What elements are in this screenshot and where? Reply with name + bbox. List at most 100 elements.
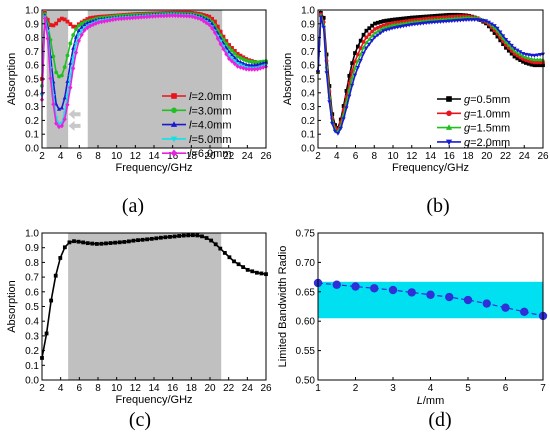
data-point — [324, 71, 329, 76]
data-point — [150, 13, 155, 19]
data-point — [424, 21, 429, 26]
x-tick-label: 26 — [260, 383, 272, 394]
data-point — [515, 56, 520, 61]
data-point — [535, 63, 540, 68]
data-point — [181, 13, 186, 19]
data-point — [210, 25, 215, 31]
data-point — [432, 13, 437, 18]
data-point — [85, 25, 90, 31]
data-point — [227, 43, 232, 47]
data-point — [378, 31, 383, 36]
legend-entry: g=1.0mm — [464, 108, 510, 120]
data-point — [464, 18, 469, 23]
y-tick-label: 0.5 — [25, 75, 39, 86]
data-point — [154, 236, 159, 241]
series-1 — [316, 12, 545, 132]
data-point — [347, 94, 352, 99]
data-point — [76, 33, 81, 38]
y-axis-label: Limited Bandwidth Radio — [277, 246, 289, 368]
legend-value: =6.0mm — [191, 148, 231, 160]
data-point — [401, 16, 406, 21]
data-point — [424, 14, 429, 19]
legend-entry: g=2.0mm — [464, 137, 510, 149]
y-tick-label: 0.9 — [25, 19, 39, 30]
annotation-arrow — [68, 120, 81, 131]
data-point — [495, 26, 500, 31]
data-point — [512, 51, 517, 56]
x-axis-label: Frequency/GHz — [392, 162, 469, 174]
data-point — [370, 284, 379, 293]
x-tick-label: 4 — [334, 151, 340, 162]
data-point — [218, 246, 223, 251]
x-tick-label: 20 — [481, 151, 493, 162]
data-point — [58, 256, 63, 260]
data-point — [163, 235, 168, 240]
data-point — [201, 18, 206, 24]
data-point — [463, 295, 473, 305]
data-point — [164, 13, 169, 19]
data-point — [321, 15, 326, 20]
data-point — [441, 13, 446, 18]
data-point — [427, 14, 431, 19]
data-point — [204, 236, 209, 240]
data-point — [207, 18, 212, 23]
data-point — [68, 41, 73, 46]
series-4 — [39, 13, 269, 130]
y-tick-label: 1.0 — [25, 6, 39, 17]
data-point — [246, 66, 252, 72]
data-point — [367, 37, 372, 41]
data-point — [524, 61, 528, 65]
y-tick-label: 0.1 — [25, 130, 39, 141]
data-point — [352, 65, 358, 70]
data-point — [113, 16, 118, 22]
x-tick-label: 2 — [315, 151, 321, 162]
data-point — [407, 23, 412, 28]
x-tick-label: 24 — [242, 383, 254, 394]
data-point — [249, 62, 254, 67]
data-point — [466, 18, 472, 22]
data-point — [190, 233, 195, 238]
y-tick-label: 0.65 — [296, 287, 316, 298]
data-point — [370, 38, 375, 43]
data-point — [71, 65, 76, 71]
data-point — [384, 28, 389, 33]
data-point — [235, 54, 240, 59]
x-tick-label: 4 — [58, 383, 64, 394]
data-point — [117, 240, 122, 245]
legend-marker — [170, 136, 178, 143]
y-tick-label: 0.4 — [301, 88, 315, 99]
data-point — [538, 63, 543, 68]
legend-var: l — [189, 105, 192, 117]
data-point — [378, 24, 383, 29]
data-point — [235, 51, 240, 56]
data-point — [392, 22, 397, 27]
x-tick-label: 4 — [428, 383, 434, 394]
data-point — [512, 48, 517, 53]
data-point — [495, 34, 500, 39]
panel-label: (d) — [428, 409, 451, 431]
data-point — [538, 60, 543, 65]
series-0 — [316, 10, 545, 130]
data-point — [232, 55, 237, 60]
data-point — [229, 58, 235, 64]
y-tick-label: 0.6 — [25, 287, 39, 298]
data-point — [492, 24, 497, 28]
x-tick-label: 5 — [465, 383, 471, 394]
y-tick-label: 1.0 — [25, 229, 39, 240]
data-point — [105, 18, 110, 24]
x-tick-label: 7 — [540, 383, 546, 394]
data-point — [259, 271, 264, 276]
legend-entry: g=1.5mm — [464, 123, 510, 135]
x-tick-label: 16 — [444, 151, 456, 162]
data-point — [350, 61, 355, 66]
data-point — [224, 51, 229, 57]
data-point — [230, 46, 234, 50]
data-point — [161, 13, 167, 19]
data-point — [126, 239, 131, 244]
data-point — [529, 56, 534, 61]
data-point — [526, 59, 531, 63]
y-tick-label: 0.6 — [25, 61, 39, 72]
data-point — [170, 13, 175, 18]
data-point — [370, 33, 375, 38]
data-point — [213, 19, 217, 24]
